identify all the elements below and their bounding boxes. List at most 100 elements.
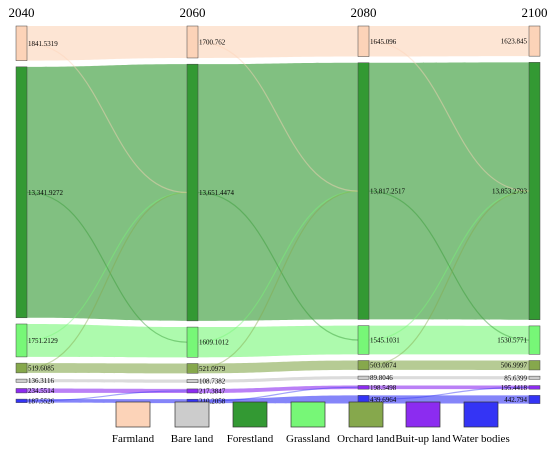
flow-farmland-2040-2060 [27,26,187,61]
value-label-bare-land-2100: 85.6399 [504,374,527,382]
flow-orchard-land-2040-2060 [27,363,187,374]
node-water-bodies-2100 [528,395,541,404]
flow-grassland-2080-2100 [369,325,529,355]
cross-flow-farmland-to-forestland [368,40,530,192]
flow-grassland-2040-2060 [27,323,187,358]
flow-bare-land-2080-2100 [369,376,529,380]
year-labels: 2040 2060 2080 2100 [9,5,548,20]
flow-buit-up-land-2060-2080 [198,385,358,394]
cross-flow-forestland-to-grassland [26,191,188,343]
cross-flow-grassland-to-forestland [197,190,359,343]
node-grassland-2100 [528,325,541,355]
flow-forestland-2060-2080 [198,62,358,321]
node-farmland-2040 [15,25,28,61]
value-label-bare-land-2080: 89.8046 [370,374,393,382]
cross-flow-forestland-to-grassland [197,191,359,341]
legend-swatch-grassland [290,401,326,428]
value-label-orchard-land-2060: 521.0979 [199,365,226,373]
node-farmland-2060 [186,25,199,59]
value-label-farmland-2080: 1645.096 [370,38,397,46]
value-label-grassland-2080: 1545.1031 [370,336,400,344]
year-label-2080: 2080 [351,5,377,20]
node-grassland-2080 [357,325,370,355]
node-bare-land-2080 [357,375,370,380]
flow-forestland-2040-2060 [27,64,187,321]
legend-swatch-farmland [115,401,151,428]
node-forestland-2060 [186,63,199,322]
value-label-bare-land-2040: 136.3116 [28,377,54,385]
year-label-2060: 2060 [180,5,206,20]
value-label-buit-up-land-2080: 198.5498 [370,384,397,392]
cross-flow-grassland-to-forestland [26,191,188,342]
node-farmland-2080 [357,25,370,57]
value-label-farmland-2060: 1700.762 [199,38,226,46]
value-label-forestland-2100: 13,853.2793 [492,188,528,196]
cross-flow-water-bodies-to-buit-up-land [26,390,188,402]
year-label-2040: 2040 [9,5,35,20]
flow-farmland-2080-2100 [369,26,529,57]
node-farmland-2100 [528,25,541,57]
cross-flow-water-bodies-to-buit-up-land [197,386,359,402]
value-label-orchard-land-2040: 519.6085 [28,365,55,373]
node-buit-up-land-2080 [357,385,370,390]
node-buit-up-land-2100 [528,385,541,390]
node-forestland-2040 [15,66,28,319]
value-label-buit-up-land-2100: 195.4418 [501,384,528,392]
legend-swatch-buit-up-land [405,401,441,428]
flow-forestland-2080-2100 [369,62,529,320]
flow-orchard-land-2080-2100 [369,360,529,370]
flow-farmland-2060-2080 [198,26,358,58]
flow-bare-land-2040-2060 [27,379,187,383]
node-bare-land-2040 [15,378,28,383]
legend-label-water-bodies: Water bodies [452,433,509,445]
year-label-2100: 2100 [522,5,548,20]
flow-water-bodies-2080-2100 [369,395,529,404]
node-water-bodies-2040 [15,398,28,403]
flow-water-bodies-2060-2080 [198,395,358,404]
flow-buit-up-land-2080-2100 [369,385,529,390]
node-bare-land-2100 [528,375,541,380]
legend-swatch-bare-land [174,401,210,428]
nodes [15,25,541,404]
cross-flow-farmland-to-forestland [26,42,188,194]
value-label-forestland-2060: 13,651.4474 [199,189,235,197]
node-orchard-land-2040 [15,362,28,374]
legend-swatch-water-bodies [463,401,499,428]
value-label-farmland-2040: 1841.5319 [28,40,58,48]
legend-label-bare-land: Bare land [171,433,214,445]
legend-swatch-orchard-land [348,401,384,428]
node-forestland-2080 [357,62,370,320]
node-forestland-2100 [528,62,541,320]
flow-grassland-2060-2080 [198,325,358,358]
value-label-bare-land-2060: 108.7382 [199,378,226,386]
legend-label-forestland: Forestland [227,433,274,445]
node-bare-land-2060 [186,379,199,383]
value-label-water-bodies-2040: 187.5526 [28,397,55,405]
cross-flow-forestland-to-grassland [368,190,530,341]
legend-label-farmland: Farmland [112,433,155,445]
value-label-grassland-2100: 1530.5771 [497,337,527,345]
node-orchard-land-2060 [186,363,199,374]
flow-buit-up-land-2040-2060 [27,388,187,394]
node-buit-up-land-2060 [186,388,199,394]
value-labels: 1841.5319 13,341.9272 1751.2129 519.6085 136… [28,38,528,406]
cross-flow-grassland-to-forestland [368,190,530,341]
value-label-orchard-land-2100: 506.9997 [501,362,528,370]
value-label-buit-up-land-2040: 234.5514 [28,387,55,395]
value-label-grassland-2040: 1751.2129 [28,337,58,345]
legend: Farmland Bare land Forestland Grassland Orch… [112,401,510,445]
legend-label-grassland: Grassland [286,433,330,445]
flow-orchard-land-2060-2080 [198,360,358,374]
value-label-grassland-2060: 1609.1012 [199,339,229,347]
value-label-water-bodies-2060: 210.2058 [199,398,226,406]
value-label-water-bodies-2100: 442.794 [504,396,527,404]
value-label-farmland-2100: 1623.845 [501,38,528,46]
value-label-forestland-2040: 13,341.9272 [28,189,64,197]
value-label-forestland-2080: 13,817.2517 [370,188,406,196]
node-orchard-land-2080 [357,360,370,371]
cross-flow-water-bodies-to-buit-up-land [368,386,530,401]
legend-label-buit-up-land: Buit-up land [395,433,451,445]
value-label-water-bodies-2080: 439.6964 [370,396,397,404]
cross-flow-orchard-land-to-forestland [26,191,188,369]
cross-flow-orchard-land-to-forestland [197,190,359,370]
